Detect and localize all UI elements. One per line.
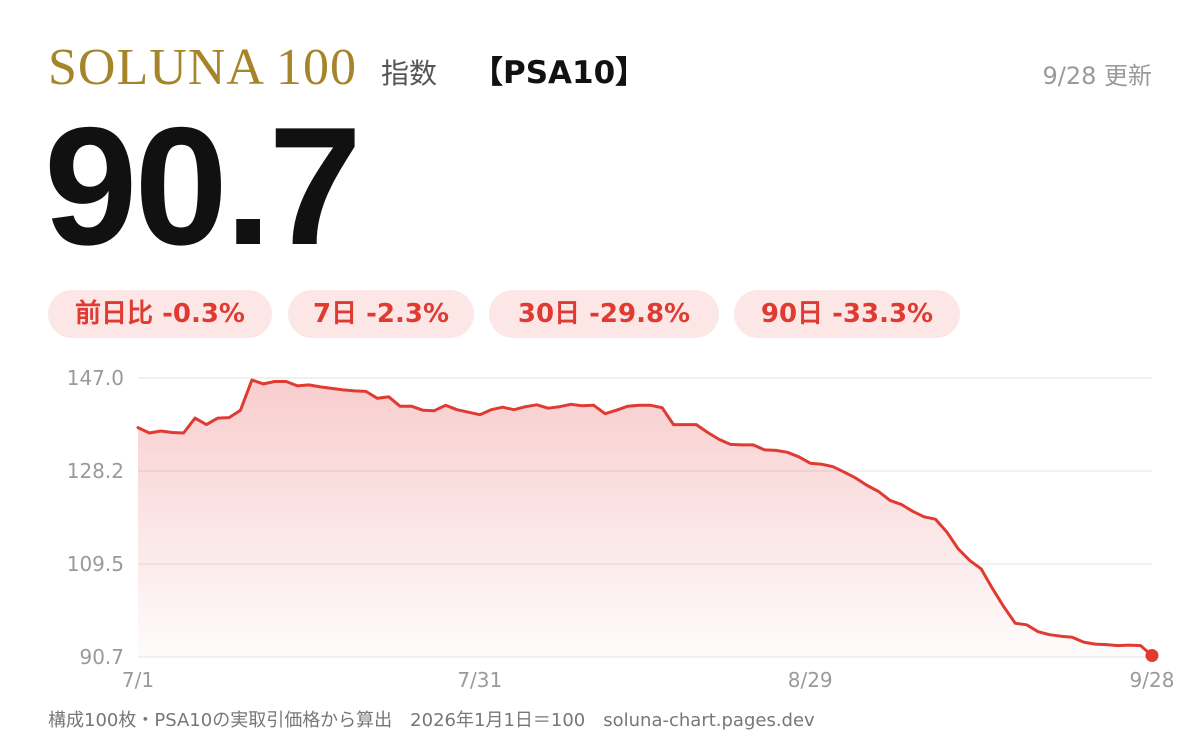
x-tick-label: 9/28 bbox=[1130, 668, 1175, 692]
current-index-value: 90.7 bbox=[44, 92, 362, 280]
y-tick-label: 90.7 bbox=[79, 645, 124, 669]
change-badge-1d: 前日比 -0.3% bbox=[48, 290, 272, 338]
footnote: 構成100枚・PSA10の実取引価格から算出 2026年1月1日＝100 sol… bbox=[48, 710, 815, 731]
change-badge-7d: 7日 -2.3% bbox=[288, 290, 474, 338]
x-tick-label: 8/29 bbox=[788, 668, 833, 692]
change-badge-30d: 30日 -29.8% bbox=[489, 290, 719, 338]
index-subtitle: 指数 bbox=[381, 57, 438, 90]
update-date: 9/28 更新 bbox=[1042, 62, 1152, 90]
area-fill bbox=[138, 380, 1152, 657]
grade-tag: 【PSA10】 bbox=[472, 55, 647, 91]
x-tick-label: 7/31 bbox=[457, 668, 502, 692]
series-line bbox=[136, 378, 1154, 657]
y-tick-label: 128.2 bbox=[67, 459, 124, 483]
y-tick-label: 109.5 bbox=[67, 552, 124, 576]
change-badge-90d: 90日 -33.3% bbox=[734, 290, 960, 338]
x-tick-label: 7/1 bbox=[122, 668, 154, 692]
index-brand-title: SOLUNA 100 bbox=[48, 39, 358, 96]
y-tick-label: 147.0 bbox=[67, 366, 124, 390]
latest-point bbox=[1145, 649, 1159, 663]
